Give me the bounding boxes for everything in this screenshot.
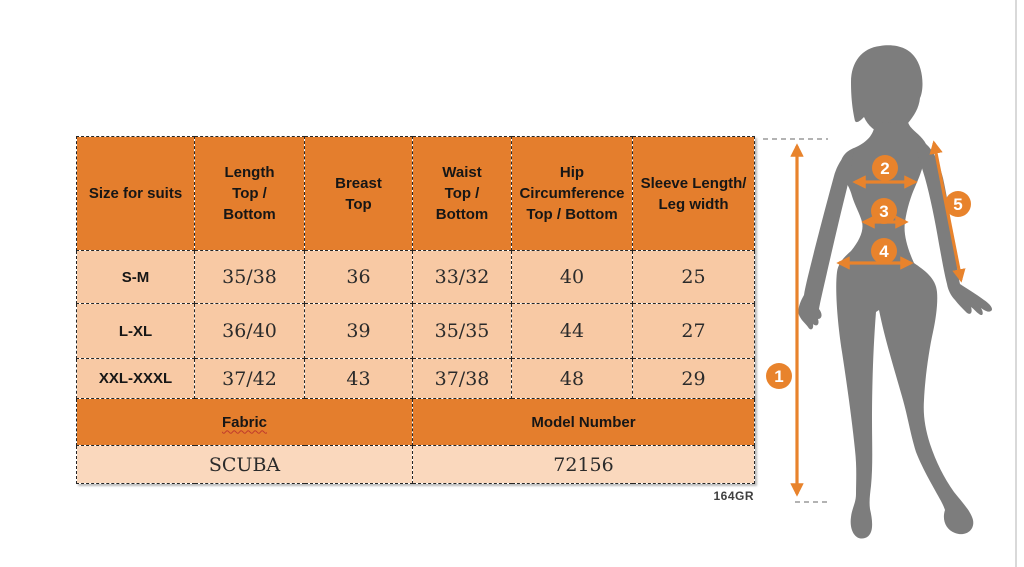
marker-label-1: 1 bbox=[774, 367, 783, 386]
value-cell: 43 bbox=[304, 358, 413, 399]
value-cell: 40 bbox=[511, 250, 633, 304]
table-footer-header-row: Fabric Model Number bbox=[76, 398, 755, 446]
marker-label-3: 3 bbox=[879, 202, 888, 221]
value-cell: 36 bbox=[304, 250, 413, 304]
woman-silhouette-head bbox=[851, 45, 923, 134]
header-waist: Waist Top / Bottom bbox=[412, 136, 512, 251]
table-row: S-M 35/38 36 33/32 40 25 bbox=[76, 250, 755, 304]
value-cell: 35/35 bbox=[412, 303, 512, 359]
value-cell: 48 bbox=[511, 358, 633, 399]
marker-circle-2: 2 bbox=[872, 155, 898, 181]
value-cell: 25 bbox=[632, 250, 755, 304]
measurement-figure: 1 2 3 4 5 bbox=[758, 20, 1020, 560]
fabric-value: SCUBA bbox=[76, 445, 413, 484]
measurement-figure-svg: 1 2 3 4 5 bbox=[763, 45, 993, 539]
value-cell: 27 bbox=[632, 303, 755, 359]
fabric-header: Fabric bbox=[76, 398, 413, 446]
size-label: L-XL bbox=[76, 303, 195, 359]
fabric-header-label: Fabric bbox=[221, 413, 267, 431]
marker-circle-3: 3 bbox=[871, 198, 897, 224]
marker-circle-4: 4 bbox=[871, 238, 897, 264]
value-cell: 37/38 bbox=[412, 358, 512, 399]
model-number-value: 72156 bbox=[412, 445, 755, 484]
woman-silhouette-body bbox=[836, 122, 974, 539]
header-breast: Breast Top bbox=[304, 136, 413, 251]
value-cell: 29 bbox=[632, 358, 755, 399]
table-row: XXL-XXXL 37/42 43 37/38 48 29 bbox=[76, 358, 755, 399]
value-cell: 44 bbox=[511, 303, 633, 359]
header-sleeve: Sleeve Length/ Leg width bbox=[632, 136, 755, 251]
size-chart-table: Size for suits Length Top / Bottom Breas… bbox=[76, 136, 755, 484]
table-row: L-XL 36/40 39 35/35 44 27 bbox=[76, 303, 755, 359]
marker-circle-5: 5 bbox=[945, 191, 971, 217]
value-cell: 37/42 bbox=[194, 358, 305, 399]
woman-silhouette-left-arm bbox=[798, 148, 854, 330]
value-cell: 39 bbox=[304, 303, 413, 359]
page-edge-line bbox=[1015, 0, 1017, 567]
value-cell: 35/38 bbox=[194, 250, 305, 304]
value-cell: 36/40 bbox=[194, 303, 305, 359]
marker-label-2: 2 bbox=[880, 159, 889, 178]
size-label: S-M bbox=[76, 250, 195, 304]
size-label: XXL-XXXL bbox=[76, 358, 195, 399]
header-length: Length Top / Bottom bbox=[194, 136, 305, 251]
header-hip: Hip Circumference Top / Bottom bbox=[511, 136, 633, 251]
model-number-header: Model Number bbox=[412, 398, 755, 446]
marker-label-5: 5 bbox=[953, 195, 962, 214]
marker-label-4: 4 bbox=[879, 242, 889, 261]
marker-circle-1: 1 bbox=[766, 363, 792, 389]
table-header-row: Size for suits Length Top / Bottom Breas… bbox=[76, 136, 755, 251]
header-size-for-suits: Size for suits bbox=[76, 136, 195, 251]
style-code-footnote: 164GR bbox=[713, 489, 754, 503]
table-footer-value-row: SCUBA 72156 bbox=[76, 445, 755, 484]
value-cell: 33/32 bbox=[412, 250, 512, 304]
